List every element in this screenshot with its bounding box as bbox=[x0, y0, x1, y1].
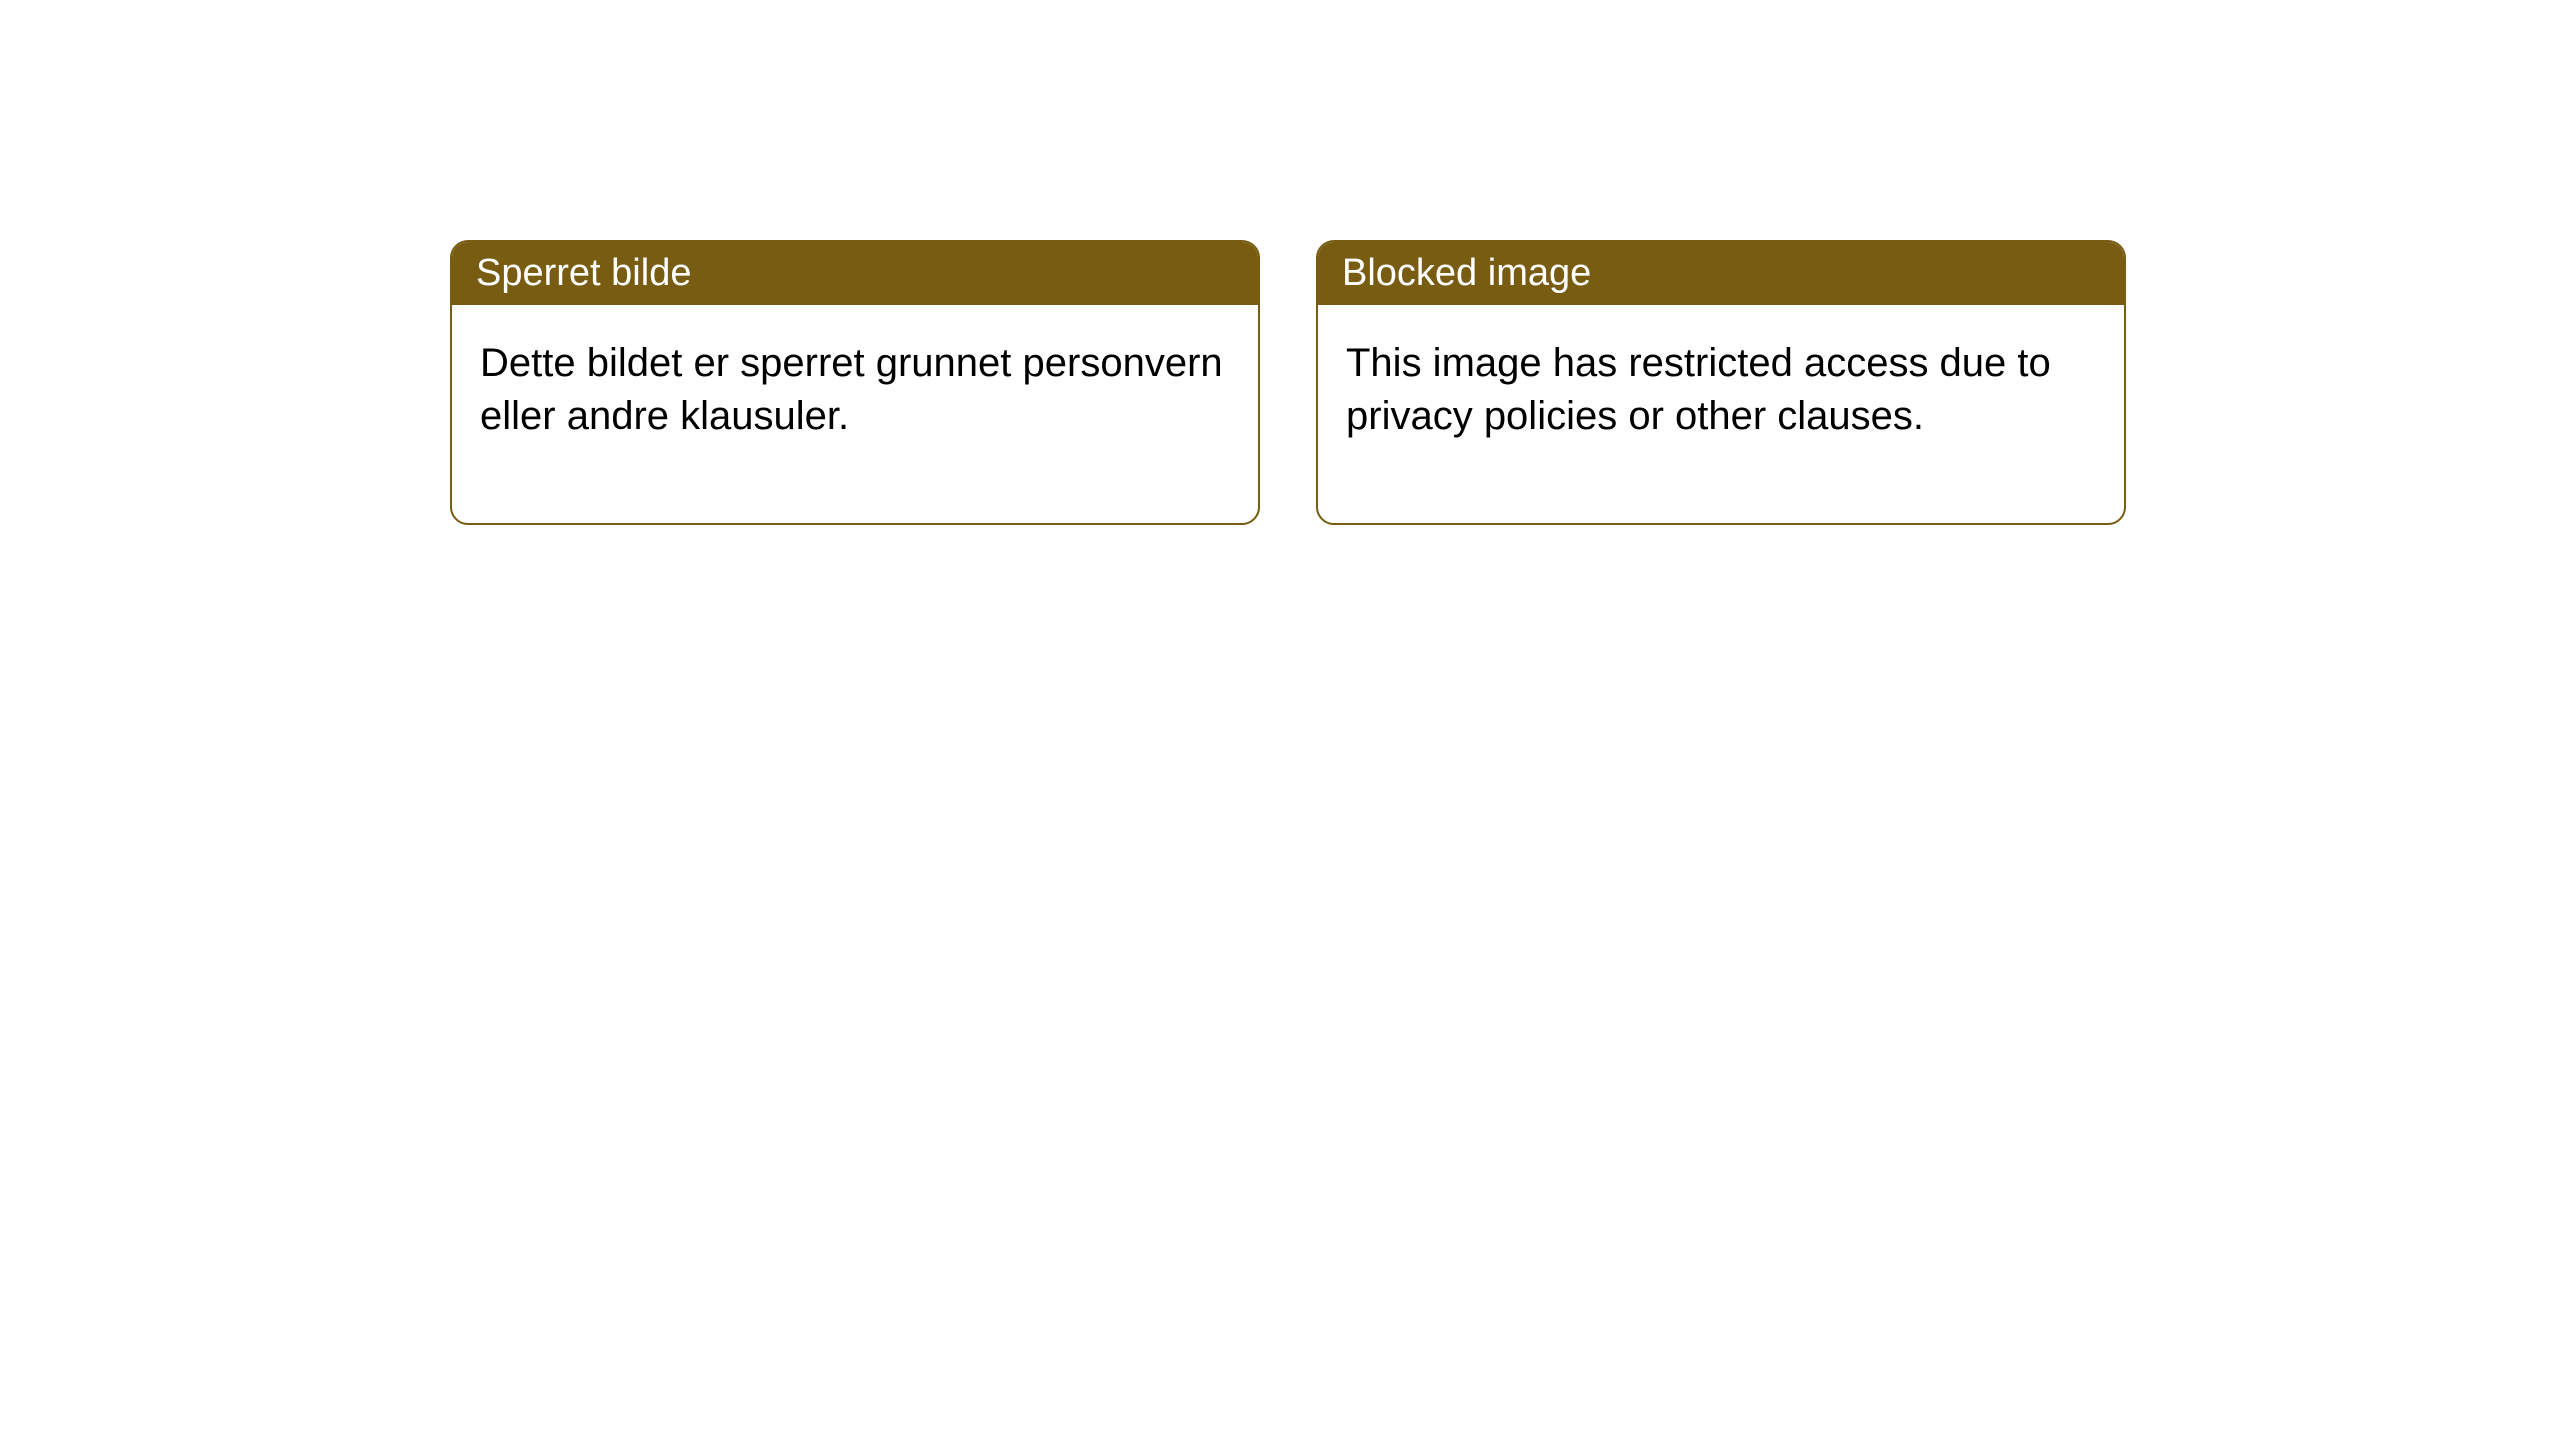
card-header: Blocked image bbox=[1318, 242, 2124, 305]
notice-card-english: Blocked image This image has restricted … bbox=[1316, 240, 2126, 525]
notice-container: Sperret bilde Dette bildet er sperret gr… bbox=[450, 240, 2126, 525]
notice-card-norwegian: Sperret bilde Dette bildet er sperret gr… bbox=[450, 240, 1260, 525]
card-body: This image has restricted access due to … bbox=[1318, 305, 2124, 523]
card-header: Sperret bilde bbox=[452, 242, 1258, 305]
card-body: Dette bildet er sperret grunnet personve… bbox=[452, 305, 1258, 523]
